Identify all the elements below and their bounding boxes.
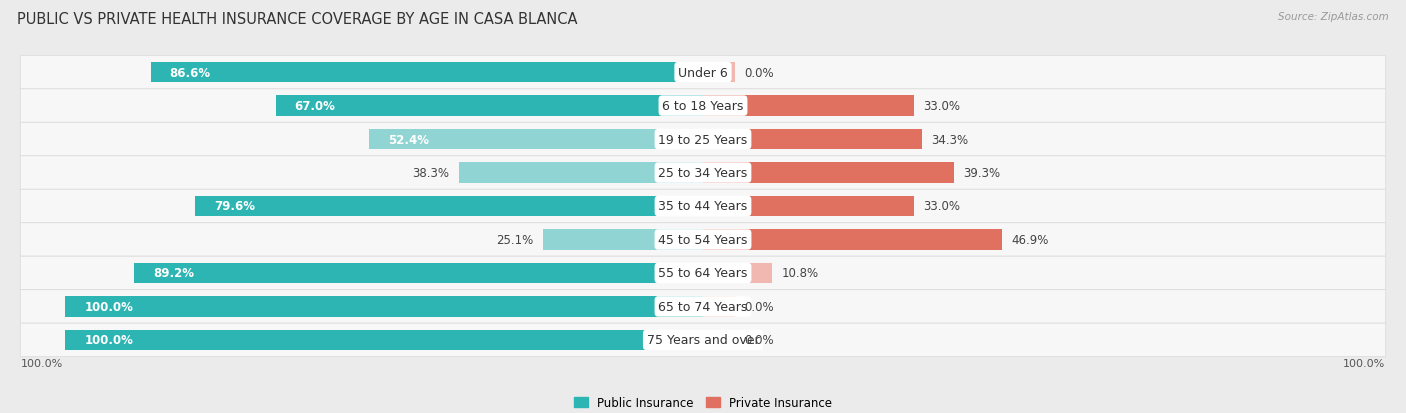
Bar [703,196,914,217]
Text: 100.0%: 100.0% [84,334,134,347]
FancyBboxPatch shape [20,157,1386,190]
Text: 33.0%: 33.0% [924,100,960,113]
Text: 67.0%: 67.0% [295,100,336,113]
FancyBboxPatch shape [20,123,1386,157]
Text: 25.1%: 25.1% [496,233,533,247]
FancyBboxPatch shape [20,56,1386,90]
Text: Under 6: Under 6 [678,66,728,79]
Bar [543,230,703,250]
FancyBboxPatch shape [20,256,1386,290]
Text: 75 Years and over: 75 Years and over [647,334,759,347]
Bar [276,96,703,117]
Text: 55 to 64 Years: 55 to 64 Years [658,267,748,280]
Bar [703,129,922,150]
Text: 6 to 18 Years: 6 to 18 Years [662,100,744,113]
Bar [703,263,772,284]
Bar [703,96,914,117]
Text: 79.6%: 79.6% [214,200,256,213]
Text: 100.0%: 100.0% [1343,358,1385,368]
Text: 86.6%: 86.6% [170,66,211,79]
Text: 19 to 25 Years: 19 to 25 Years [658,133,748,146]
Bar [703,330,735,350]
Text: 46.9%: 46.9% [1012,233,1049,247]
Text: 89.2%: 89.2% [153,267,194,280]
Text: 0.0%: 0.0% [744,300,775,313]
Text: 25 to 34 Years: 25 to 34 Years [658,166,748,180]
FancyBboxPatch shape [20,90,1386,123]
Bar [150,63,703,83]
Text: 0.0%: 0.0% [744,334,775,347]
Text: 35 to 44 Years: 35 to 44 Years [658,200,748,213]
Text: 0.0%: 0.0% [744,66,775,79]
Text: 45 to 54 Years: 45 to 54 Years [658,233,748,247]
FancyBboxPatch shape [20,323,1386,357]
Text: Source: ZipAtlas.com: Source: ZipAtlas.com [1278,12,1389,22]
Text: 39.3%: 39.3% [963,166,1001,180]
Text: PUBLIC VS PRIVATE HEALTH INSURANCE COVERAGE BY AGE IN CASA BLANCA: PUBLIC VS PRIVATE HEALTH INSURANCE COVER… [17,12,578,27]
Text: 100.0%: 100.0% [84,300,134,313]
Text: 52.4%: 52.4% [388,133,429,146]
Text: 34.3%: 34.3% [931,133,969,146]
Bar [703,230,1002,250]
Bar [458,163,703,183]
Bar [195,196,703,217]
Legend: Public Insurance, Private Insurance: Public Insurance, Private Insurance [569,392,837,413]
Bar [65,296,703,317]
Text: 10.8%: 10.8% [782,267,818,280]
Bar [703,163,953,183]
Bar [368,129,703,150]
Text: 100.0%: 100.0% [21,358,63,368]
FancyBboxPatch shape [20,223,1386,256]
Text: 38.3%: 38.3% [412,166,449,180]
Text: 65 to 74 Years: 65 to 74 Years [658,300,748,313]
FancyBboxPatch shape [20,190,1386,223]
FancyBboxPatch shape [20,290,1386,323]
Text: 33.0%: 33.0% [924,200,960,213]
Bar [65,330,703,350]
Bar [703,63,735,83]
Bar [134,263,703,284]
Bar [703,296,735,317]
